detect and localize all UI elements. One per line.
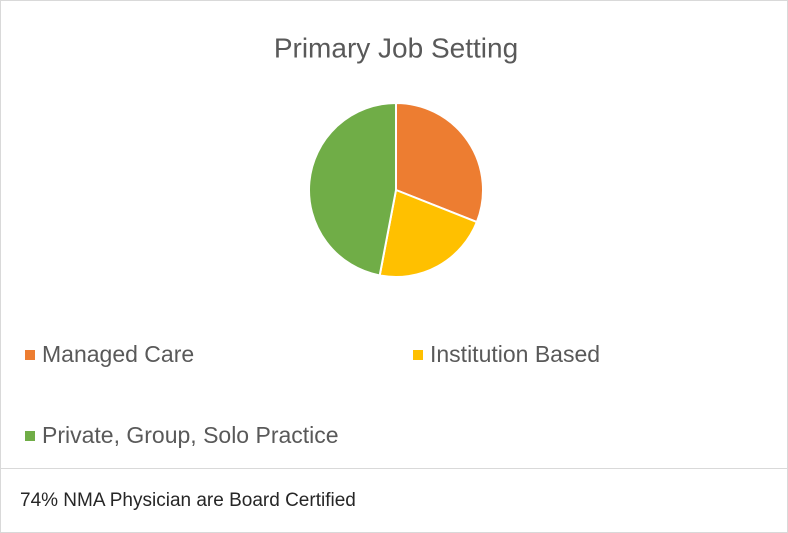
legend-label: Private, Group, Solo Practice <box>42 422 339 448</box>
legend-label: Managed Care <box>42 341 194 367</box>
legend-swatch <box>25 431 35 441</box>
legend-swatch <box>413 350 423 360</box>
legend-label: Institution Based <box>430 341 600 367</box>
footer-note: 74% NMA Physician are Board Certified <box>20 490 356 511</box>
pie-slice <box>395 101 484 224</box>
pie-slice <box>378 188 479 278</box>
legend-swatch <box>25 350 35 360</box>
chart-title: Primary Job Setting <box>274 32 518 63</box>
pie-slice <box>308 101 397 277</box>
